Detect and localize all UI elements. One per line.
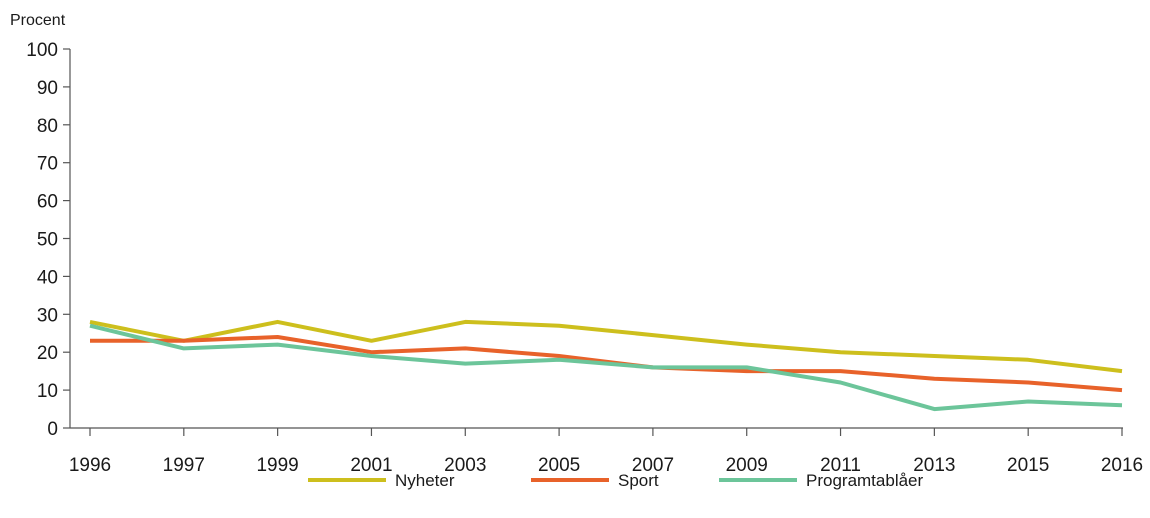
y-tick-label: 10 bbox=[37, 381, 58, 402]
x-tick-label: 2016 bbox=[1101, 455, 1143, 476]
y-tick-label: 70 bbox=[37, 154, 58, 175]
x-tick-label: 1999 bbox=[256, 455, 298, 476]
x-tick-label: 2007 bbox=[632, 455, 674, 476]
x-tick-label: 2011 bbox=[820, 455, 861, 476]
x-tick-labels: 1996 1997 1999 2001 2003 2005 2007 2009 2011 2013… bbox=[69, 455, 1143, 476]
x-tick-label: 2005 bbox=[538, 455, 580, 476]
y-tick-label: 90 bbox=[37, 78, 58, 99]
axes bbox=[63, 48, 1123, 436]
y-tick-label: 20 bbox=[37, 343, 58, 364]
series-line-nyheter bbox=[89, 319, 1123, 374]
legend-label: Sport bbox=[618, 471, 659, 490]
legend-label: Programtablåer bbox=[806, 471, 924, 490]
x-tick-label: 2013 bbox=[913, 455, 955, 476]
series-lines bbox=[89, 319, 1123, 412]
y-tick-label: 100 bbox=[26, 40, 58, 61]
x-tick-label: 2015 bbox=[1007, 455, 1049, 476]
y-axis-label: Procent bbox=[10, 12, 66, 29]
y-tick-label: 40 bbox=[37, 267, 58, 288]
x-tick-label: 2001 bbox=[350, 455, 392, 476]
x-tick-label: 2003 bbox=[444, 455, 486, 476]
x-tick-label: 2009 bbox=[726, 455, 768, 476]
x-tick-label: 1997 bbox=[163, 455, 205, 476]
x-tick-label: 1996 bbox=[69, 455, 111, 476]
legend-label: Nyheter bbox=[395, 471, 455, 490]
y-tick-labels: 0 10 20 30 40 50 60 70 80 90 100 bbox=[26, 40, 58, 440]
legend: Nyheter Sport Programtablåer bbox=[308, 471, 924, 490]
y-tick-label: 50 bbox=[37, 230, 58, 251]
y-tick-label: 0 bbox=[47, 419, 58, 440]
series-line-programtablåer bbox=[89, 323, 1123, 412]
y-tick-label: 60 bbox=[37, 192, 58, 213]
y-tick-label: 80 bbox=[37, 116, 58, 137]
y-tick-label: 30 bbox=[37, 305, 58, 326]
